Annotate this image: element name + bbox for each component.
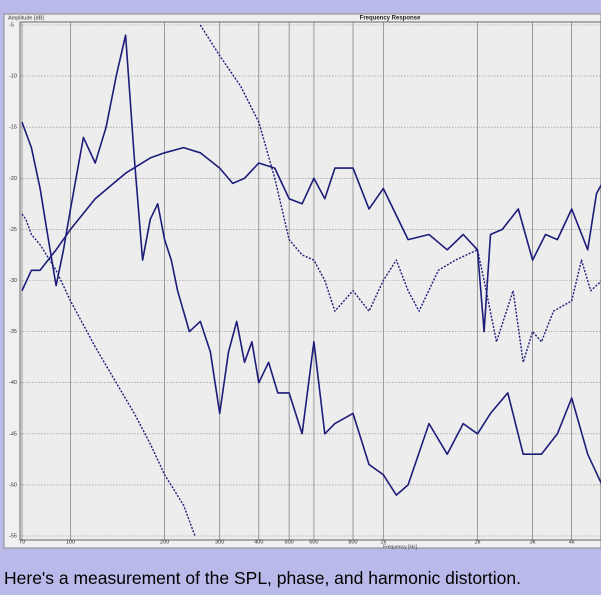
- x-tick-label: 70: [19, 539, 25, 545]
- x-tick-label: 300: [215, 539, 224, 545]
- x-tick-label: 3k: [530, 539, 536, 545]
- y-tick-label: -30: [9, 278, 17, 284]
- x-axis-label: Frequency [Hz]: [383, 544, 418, 550]
- y-tick-label: -20: [9, 176, 17, 182]
- x-tick-label: 500: [285, 539, 294, 545]
- y-tick-label: -5: [9, 22, 14, 28]
- plot-area: [19, 21, 601, 541]
- y-tick-label: -50: [9, 482, 17, 488]
- x-tick-label: 1k: [380, 539, 386, 545]
- chart: Amplitude [dB] Frequency Response Freque…: [3, 13, 601, 550]
- y-tick-label: -40: [9, 380, 17, 386]
- series-line: [21, 213, 196, 537]
- x-tick-label: 100: [66, 539, 75, 545]
- x-tick-label: 2k: [475, 539, 481, 545]
- chart-title: Frequency Response: [360, 16, 421, 22]
- lines: [21, 24, 601, 537]
- y-tick-label: -15: [9, 125, 17, 131]
- caption: Here's a measurement of the SPL, phase, …: [4, 568, 521, 588]
- series-line: [199, 24, 601, 363]
- y-axis-label: Amplitude [dB]: [8, 15, 44, 21]
- x-tick-label: 800: [348, 539, 357, 545]
- x-tick-label: 200: [160, 539, 169, 545]
- series-line: [21, 146, 601, 333]
- y-tick-label: -35: [9, 329, 17, 335]
- y-tick-label: -45: [9, 431, 17, 437]
- x-tick-label: 600: [309, 539, 318, 545]
- y-tick-label: -25: [9, 227, 17, 233]
- x-tick-label: 4k: [569, 539, 575, 545]
- x-tick-label: 400: [254, 539, 263, 545]
- grid: [20, 22, 601, 540]
- y-tick-label: -55: [9, 533, 17, 539]
- series-line: [21, 34, 601, 496]
- y-tick-label: -10: [9, 74, 17, 80]
